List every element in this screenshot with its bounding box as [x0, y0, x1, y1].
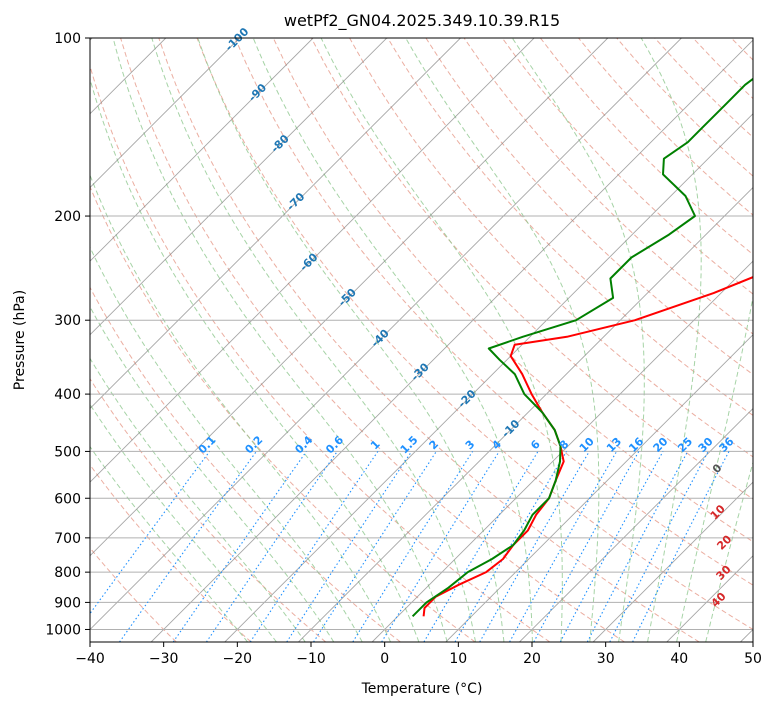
x-tick-label: −30 [149, 651, 179, 667]
moist-adiabat [90, 357, 306, 642]
y-tick-label: 700 [54, 531, 81, 547]
x-axis: −40 −30 −20 −10 0 10 20 30 40 50 [75, 642, 762, 667]
x-tick-label: 30 [597, 651, 615, 667]
dry-adiabat [90, 464, 252, 642]
x-tick-label: 20 [523, 651, 541, 667]
moist-adiabat [90, 305, 335, 642]
pressure-grid [90, 38, 753, 630]
mixing-ratio-lines [90, 451, 730, 642]
moist-adiabat [320, 38, 563, 642]
mixing-ratio-line [119, 451, 257, 642]
x-tick-label: 40 [670, 651, 688, 667]
isotherm-line [224, 113, 753, 642]
y-tick-label: 1000 [45, 623, 81, 639]
moist-adiabat [90, 403, 277, 642]
dry-adiabat [387, 38, 753, 417]
moist-adiabat [405, 38, 600, 642]
mixing-ratio-line [509, 451, 618, 642]
moist-adiabat [90, 173, 392, 642]
y-tick-label: 400 [54, 387, 81, 403]
isotherm-line [298, 186, 753, 642]
mixing-ratio-line [249, 451, 379, 642]
dry-adiabat [425, 38, 753, 376]
mixing-ratio-line [381, 451, 500, 642]
moist-adiabat [252, 38, 533, 642]
mixing-ratio-line [559, 451, 664, 642]
dewpoint-line [411, 77, 753, 618]
y-tick-label: 100 [54, 31, 81, 47]
mixing-ratio-line [172, 451, 307, 642]
isotherm-line [592, 481, 753, 642]
dry-adiabat [90, 547, 177, 642]
moist-adiabat [511, 38, 645, 642]
mixing-ratio-line [286, 451, 413, 642]
y-tick-label: 600 [54, 491, 81, 507]
moist-adiabat [112, 38, 448, 642]
moist-adiabat [151, 38, 476, 642]
dry-adiabat [90, 185, 476, 642]
x-tick-label: 50 [744, 651, 762, 667]
x-axis-title: Temperature (°C) [361, 681, 483, 697]
temperature-line [422, 276, 753, 617]
dry-adiabat [234, 38, 753, 586]
moist-adiabat [90, 246, 363, 642]
isotherm-line [90, 38, 314, 262]
x-tick-label: −10 [296, 651, 326, 667]
y-tick-label: 300 [54, 313, 81, 329]
mixing-ratio-line [632, 451, 730, 642]
isotherm-line [90, 38, 240, 189]
y-tick-label: 900 [54, 595, 81, 611]
x-tick-label: −20 [223, 651, 253, 667]
isotherm-line [90, 38, 388, 336]
isotherm-line [90, 38, 609, 557]
x-tick-label: 10 [449, 651, 467, 667]
isotherm-line [371, 260, 753, 642]
profile-lines [411, 77, 753, 618]
dry-adiabat [158, 38, 700, 642]
dry-adiabat [120, 38, 625, 642]
dry-adiabat [90, 64, 551, 642]
background-lines [90, 38, 753, 642]
isotherm-line [90, 38, 535, 483]
moist-adiabat [90, 445, 248, 642]
plot-frame [89, 37, 754, 643]
dry-adiabat [90, 377, 327, 642]
dry-adiabat [310, 38, 753, 500]
isotherm-line [90, 38, 682, 631]
y-axis: 100 200 300 400 500 600 700 800 900 1000 [45, 31, 90, 639]
isotherm-line [150, 39, 753, 642]
isotherm-line [519, 407, 753, 642]
dry-adiabat [196, 38, 753, 631]
moist-adiabat [705, 460, 753, 642]
mixing-ratio-line [90, 451, 211, 615]
dry-adiabat [501, 38, 753, 295]
y-tick-label: 800 [54, 565, 81, 581]
mixing-ratio-line [205, 451, 338, 642]
mixing-ratio-line [313, 451, 437, 642]
chart-title: wetPf2_GN04.2025.349.10.39.R15 [284, 11, 560, 31]
moist-adiabat [90, 77, 420, 642]
isotherm-line [445, 334, 753, 642]
y-axis-title: Pressure (hPa) [12, 290, 28, 390]
x-tick-label: −40 [75, 651, 105, 667]
isotherm-line [90, 38, 461, 410]
moist-adiabat [197, 38, 505, 642]
moist-adiabat [676, 294, 753, 642]
moist-adiabat [640, 38, 702, 642]
y-tick-label: 200 [54, 209, 81, 225]
y-tick-label: 500 [54, 444, 81, 460]
mixing-ratio-line [533, 451, 640, 642]
x-tick-label: 0 [380, 651, 389, 667]
